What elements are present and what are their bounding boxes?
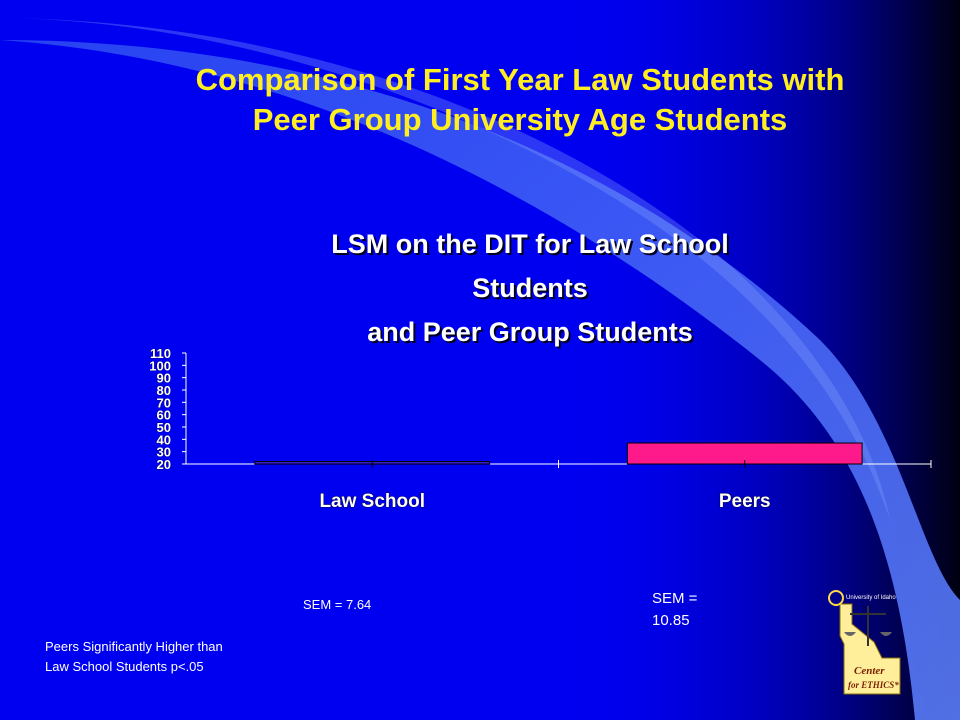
sem-peers: SEM = 10.85 [652, 588, 742, 632]
x-tick-label: Law School [319, 491, 425, 512]
chart-title-line-2: Students [472, 273, 588, 303]
y-tick-label: 70 [157, 395, 171, 410]
chart-title-line-3: and Peer Group Students [367, 317, 693, 347]
y-tick-label: 60 [157, 408, 171, 423]
chart-title-line-1: LSM on the DIT for Law School [331, 229, 729, 259]
logo-text-ethics: for ETHICS* [848, 680, 899, 690]
sem-peers-line-2: 10.85 [652, 612, 690, 629]
y-tick-label: 90 [157, 371, 171, 386]
significance-note: Peers Significantly Higher than Law Scho… [45, 637, 305, 677]
center-for-ethics-logo: University of Idaho Center for ETHICS* [828, 590, 901, 695]
y-tick-label: 100 [149, 358, 171, 373]
logo-text-center: Center [854, 665, 885, 677]
slide-title-line-2: Peer Group University Age Students [252, 102, 788, 137]
significance-note-line-2: Law School Students p<.05 [45, 659, 204, 674]
y-tick-label: 50 [157, 420, 171, 435]
sem-peers-line-1: SEM = [652, 590, 698, 607]
slide-title-line-1: Comparison of First Year Law Students wi… [195, 62, 845, 97]
chart-title: LSM on the DIT for Law School Students a… [230, 222, 830, 354]
y-tick-label: 30 [157, 445, 171, 460]
sun-icon [828, 590, 844, 606]
sem-law-school: SEM = 7.64 [303, 597, 372, 612]
y-tick-label: 40 [157, 432, 171, 447]
logo-text-top: University of Idaho [846, 595, 896, 601]
slide-title: Comparison of First Year Law Students wi… [80, 60, 960, 140]
y-tick-label: 110 [150, 346, 171, 361]
significance-note-line-1: Peers Significantly Higher than [45, 639, 223, 654]
y-tick-label: 20 [157, 457, 171, 472]
y-tick-label: 80 [157, 383, 171, 398]
x-tick-label: Peers [719, 491, 771, 512]
